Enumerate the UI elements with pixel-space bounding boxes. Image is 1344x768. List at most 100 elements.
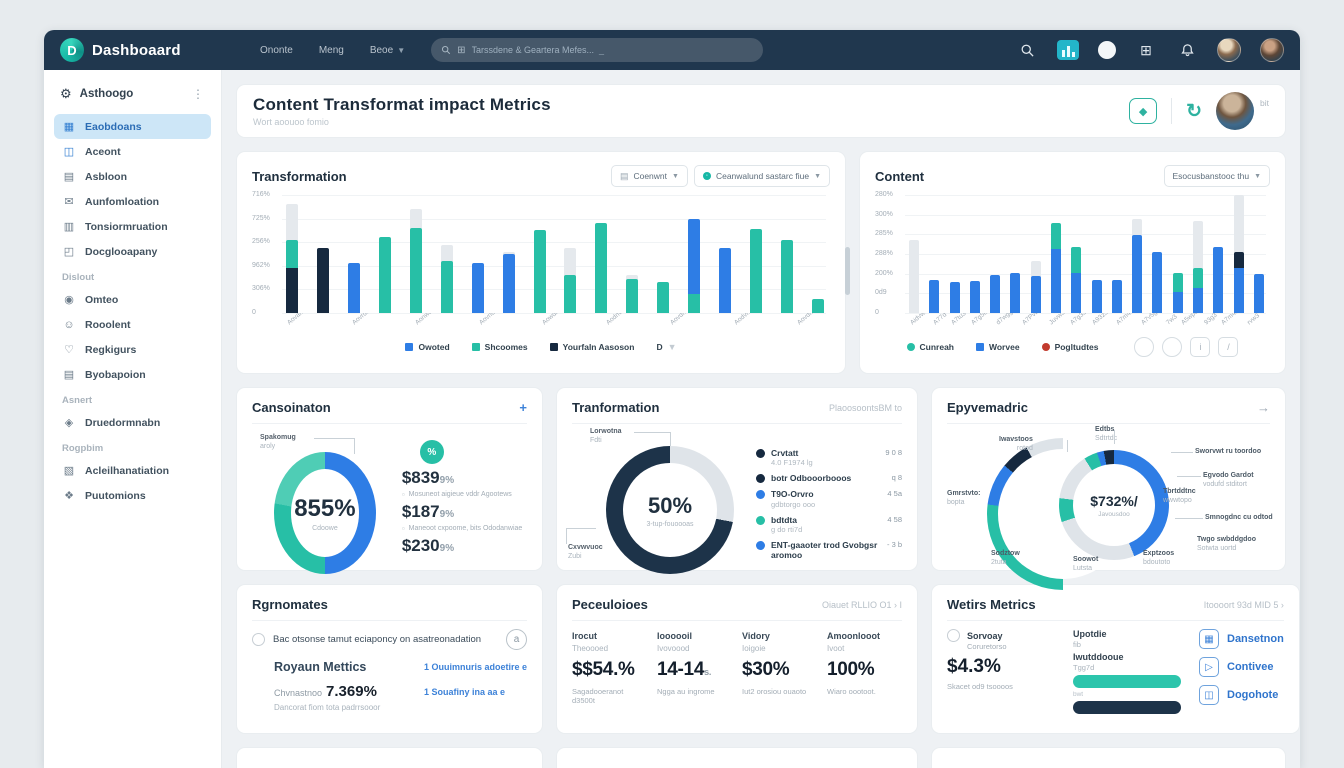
bar	[1192, 195, 1203, 313]
legend-item[interactable]: Shcoomes	[471, 342, 528, 352]
content-chart-dropdown[interactable]: Esocusbanstooc thu ▼	[1163, 165, 1270, 187]
chart-legend: Cunreah Worvee Pogltudtes i /	[875, 337, 1270, 357]
action-link-dansetnon[interactable]: ▦ Dansetnon	[1199, 629, 1284, 649]
sidebar-item-puutomions[interactable]: ❖ Puutomions	[54, 483, 211, 508]
legend-item[interactable]: Pogltudtes	[1041, 342, 1098, 352]
donut-label: Cdoowe	[312, 524, 338, 532]
sidebar-item-regkigurs[interactable]: ♡ Regkigurs	[54, 337, 211, 362]
donut-legend-item[interactable]: botr Odbooorbooos q 8	[756, 473, 902, 484]
apps-grid-icon[interactable]: ⊞	[1140, 41, 1152, 58]
bar	[1172, 195, 1183, 313]
sidebar-item-icon: ◈	[64, 417, 74, 429]
sidebar-item-eaobdoans[interactable]: ▦ Eaobdoans	[54, 114, 211, 139]
nav-right-icons: ⊞	[1016, 38, 1284, 62]
gear-icon: ⚙	[60, 86, 72, 101]
legend-item[interactable]: D ▼	[656, 342, 677, 352]
callout: Tbrtddtnc wwwtopo	[1163, 488, 1196, 504]
sidebar-item-aceont[interactable]: ◫ Aceont	[54, 139, 211, 164]
nav-item-2[interactable]: Meng	[318, 44, 344, 56]
bar	[781, 195, 793, 313]
sidebar-item-label: Omteo	[85, 293, 119, 306]
alerts-bell-icon[interactable]	[1176, 39, 1198, 61]
workspace-label: Asthoogo	[79, 88, 134, 100]
donut-legend-item[interactable]: ENT-gaaoter trod Gvobgsr aromoo - 3 b	[756, 540, 902, 560]
sidebar-item-druedormnabn[interactable]: ◈ Druedormnabn	[54, 410, 211, 435]
stat-footnote: Dancorat fiom tota padrrsooor	[274, 703, 381, 712]
chart-control-circle-1[interactable]	[1134, 337, 1155, 357]
status-dot[interactable]	[1098, 41, 1116, 59]
legend-item[interactable]: Worvee	[976, 342, 1020, 352]
user-avatar-2[interactable]	[1260, 38, 1284, 62]
global-search[interactable]: ⊞	[431, 38, 764, 62]
donut-legend-item[interactable]: T9O-Orvro gdbtorgo ooo 4 5a	[756, 489, 902, 509]
action-icon: ▦	[1199, 629, 1219, 649]
donut-legend-item[interactable]: Crvtatt 4.0 F1974 lg 9 0 8	[756, 448, 902, 467]
nav-item-3[interactable]: Beoe ▼	[369, 44, 406, 56]
card-note[interactable]: Itoooort 93d MID 5 ›	[1203, 599, 1284, 610]
profile-avatar[interactable]	[1216, 92, 1255, 130]
nav-item-1[interactable]: Ononte	[260, 44, 293, 56]
sidebar-item-byobapoion[interactable]: ▤ Byobapoion	[54, 362, 211, 387]
sidebar-item-icon: ❖	[64, 490, 74, 502]
stat-amount: $1879%	[401, 502, 455, 521]
donut-annotation: Spakomug aroly	[260, 434, 296, 450]
user-avatar-1[interactable]	[1217, 38, 1241, 62]
card-note[interactable]: Oiauet RLLIO O1 › I	[821, 599, 902, 610]
panel-resize-handle[interactable]	[845, 247, 850, 295]
stat-caption: ▫ Maneoot cxpoome, bits Ododanwiae	[401, 524, 523, 533]
bar-chart-transformation: 716% 725% 256% 962% 306% 0	[252, 191, 826, 316]
sidebar-item-asbloon[interactable]: ▤ Asbloon	[54, 164, 211, 189]
action-icon: ◫	[1199, 685, 1219, 705]
peceuloioes-card: Peceuloioes Oiauet RLLIO O1 › I Irocut Th…	[556, 584, 918, 734]
widget-add-button[interactable]: ◆	[1129, 98, 1158, 124]
summary-link-1[interactable]: 1 Ouuimnuris adoetire e	[423, 662, 527, 672]
action-link-contivee[interactable]: ▷ Contivee	[1199, 657, 1284, 677]
content-filter-dropdown[interactable]: ▤ Coenwnt ▼	[610, 165, 688, 187]
callout: Soowot Lutsta	[1073, 556, 1099, 572]
arrow-right-icon[interactable]: →	[1257, 400, 1270, 415]
analytics-icon[interactable]	[1057, 40, 1079, 60]
sidebar-item-omteo[interactable]: ◉ Omteo	[54, 287, 211, 312]
workspace-switcher[interactable]: ⚙ Asthoogo ⋮	[54, 82, 211, 114]
card-title: Epyvemadric	[947, 400, 1028, 415]
page-subtitle: Wort aoouoo fomio	[253, 117, 329, 127]
card-title: Wetirs Metrics	[947, 597, 1036, 612]
radio-sublabel: Coruretorso	[967, 642, 1007, 651]
search-icon[interactable]	[1016, 39, 1038, 61]
kebab-menu-icon[interactable]: ⋮	[192, 87, 205, 101]
sidebar-item-label: Rooolent	[85, 318, 131, 331]
callout: Smnogdnc cu odtod	[1205, 514, 1273, 521]
chart-control-info[interactable]: i	[1190, 337, 1211, 357]
sidebar-item-tonsiormruation[interactable]: ▥ Tonsiormruation	[54, 214, 211, 239]
plus-icon[interactable]: +	[519, 400, 527, 415]
summary-link-2[interactable]: 1 Souafiny ina aa e	[423, 686, 505, 697]
circle-action-button[interactable]: a	[506, 629, 527, 650]
callout-line	[634, 432, 670, 433]
refresh-icon[interactable]: ↻	[1186, 100, 1203, 122]
sidebar-item-docglooapany[interactable]: ◰ Docglooapany	[54, 239, 211, 264]
donut-legend: Crvtatt 4.0 F1974 lg 9 0 8 botr Odbooorbooo…	[756, 448, 902, 574]
sidebar-item-aunfomloation[interactable]: ✉ Aunfomloation	[54, 189, 211, 214]
radio-button[interactable]	[947, 629, 960, 642]
transformation-chart-card: Transformation ▤ Coenwnt ▼ ◦ Ceanwalund sas…	[236, 151, 846, 374]
chart-control-edit[interactable]: /	[1218, 337, 1239, 357]
callout: Sworvwt ru toordoo	[1195, 448, 1262, 455]
legend-item[interactable]: Yourfaln Aasoson	[549, 342, 634, 352]
action-link-dogohote[interactable]: ◫ Dogohote	[1199, 685, 1284, 705]
metric-filter-dropdown[interactable]: ◦ Ceanwalund sastarc fiue ▼	[693, 165, 830, 187]
donut-chart: $732%/Javousdoo	[1059, 450, 1169, 560]
sidebar-section-header: Asnert	[62, 395, 93, 406]
sidebar-section-header: Rogpbim	[62, 443, 104, 454]
donut-legend-item[interactable]: bdtdta g do rti7d 4 58	[756, 515, 902, 534]
legend-item[interactable]: Owoted	[405, 342, 450, 352]
sidebar-item-acleilhanatiation[interactable]: ▧ Acleilhanatiation	[54, 458, 211, 483]
chart-control-circle-2[interactable]	[1162, 337, 1183, 357]
app-logo[interactable]: D Dashboaard	[60, 38, 250, 62]
sidebar-item-label: Byobapoion	[85, 368, 146, 381]
rgrnomates-card: Rgrnomates Bac otsonse tamut eciaponcy o…	[236, 584, 543, 734]
avatar-caption: bit	[1260, 98, 1269, 108]
sidebar-item-rooolent[interactable]: ☺ Rooolent	[54, 312, 211, 337]
search-input[interactable]	[471, 45, 754, 55]
legend-item[interactable]: Cunreah	[906, 342, 954, 352]
radio-button[interactable]	[252, 633, 265, 646]
